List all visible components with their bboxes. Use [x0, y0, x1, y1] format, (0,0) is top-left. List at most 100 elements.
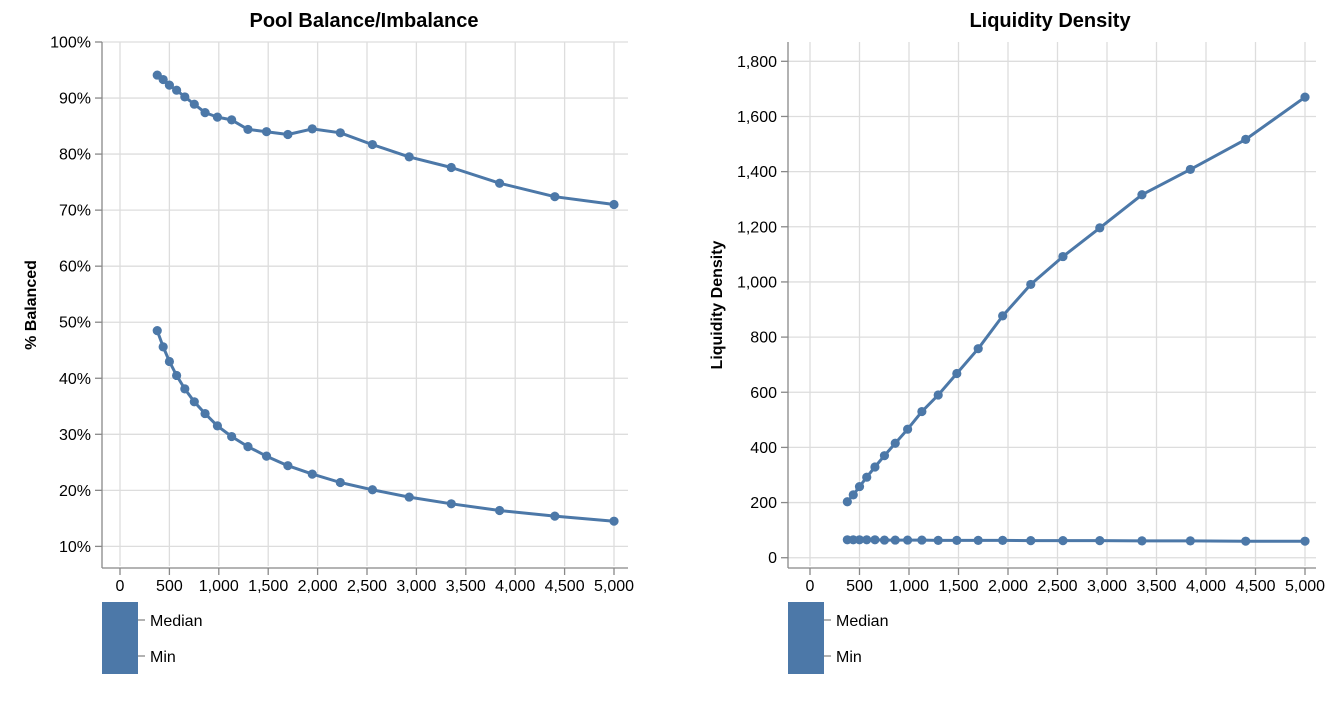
data-point-min [1300, 536, 1310, 546]
data-point-median [404, 152, 414, 162]
y-tick-label: 400 [750, 440, 777, 457]
x-tick-label: 3,000 [1087, 578, 1127, 595]
y-tick-label: 40% [59, 371, 91, 388]
y-tick-label: 20% [59, 483, 91, 500]
y-axis-label: Liquidity Density [709, 240, 726, 369]
x-tick-label: 500 [156, 578, 183, 595]
data-point-min [307, 469, 317, 479]
x-tick-label: 5,000 [594, 578, 634, 595]
data-point-min [172, 370, 182, 381]
x-tick-label: 1,500 [938, 578, 978, 595]
x-tick-label: 500 [846, 578, 873, 595]
data-point-min [903, 535, 913, 545]
data-point-median [1185, 164, 1195, 175]
pool-balance-chart: Pool Balance/Imbalance % Balanced 0 500 1,… [23, 10, 634, 674]
data-point-median [180, 92, 190, 102]
data-point-median [283, 129, 293, 140]
data-point-min [200, 408, 210, 419]
data-point-min [335, 477, 345, 488]
y-tick-label: 30% [59, 427, 91, 444]
data-point-median [307, 124, 317, 134]
data-point-min [998, 535, 1008, 545]
series-line-median [846, 95, 1306, 503]
data-point-median [335, 128, 345, 138]
data-point-min [933, 535, 943, 545]
data-point-median [550, 192, 560, 202]
data-point-min [152, 326, 162, 336]
data-point-min [890, 535, 900, 545]
x-tick-label: 2,000 [298, 578, 338, 595]
data-point-min [1026, 536, 1036, 546]
data-point-median [609, 199, 619, 210]
chart-title: Liquidity Density [969, 10, 1131, 32]
data-point-min [446, 499, 456, 509]
data-point-median [367, 139, 378, 150]
y-tick-label: 1,800 [737, 54, 777, 71]
x-tick-label: 0 [116, 578, 125, 595]
data-point-median [1300, 92, 1310, 102]
legend: Median Min [788, 602, 888, 674]
data-point-median [200, 108, 210, 118]
series-layer [152, 70, 619, 526]
data-point-min [494, 505, 505, 516]
series-line-min [847, 538, 1305, 543]
data-point-min [879, 535, 890, 545]
y-tick-label: 800 [750, 330, 777, 347]
x-tick-label: 4,500 [545, 578, 585, 595]
data-point-min [189, 397, 199, 407]
x-tick-label: 1,500 [248, 578, 288, 595]
data-point-min [283, 461, 293, 471]
data-point-median [973, 344, 983, 354]
data-point-median [227, 115, 237, 125]
y-tick-label: 100% [50, 35, 91, 52]
data-point-median [870, 462, 880, 472]
x-tick-label: 1,000 [889, 578, 929, 595]
y-tick-label: 1,600 [737, 109, 777, 126]
data-point-median [998, 311, 1008, 321]
data-point-median [854, 481, 865, 492]
data-point-min [1185, 536, 1195, 546]
data-point-min [973, 535, 983, 545]
x-tick-label: 4,500 [1235, 578, 1275, 595]
data-point-median [1137, 190, 1147, 200]
x-tick-label: 3,500 [1136, 578, 1176, 595]
chart-title: Pool Balance/Imbalance [250, 10, 479, 32]
legend-entry-median: Median [836, 613, 888, 630]
data-point-median [848, 490, 858, 500]
legend-swatch [788, 602, 824, 674]
x-tick-label: 3,500 [446, 578, 486, 595]
data-point-min [952, 535, 962, 545]
y-tick-label: 70% [59, 203, 91, 220]
legend: Median Min [102, 602, 202, 674]
data-point-median [1241, 134, 1251, 144]
data-point-median [189, 99, 199, 109]
data-point-median [494, 178, 505, 188]
data-point-median [1095, 223, 1105, 233]
x-tick-label: 2,500 [1037, 578, 1077, 595]
data-point-min [261, 451, 272, 461]
y-tick-label: 10% [59, 539, 91, 556]
data-point-min [164, 356, 174, 367]
legend-entry-min: Min [150, 649, 176, 666]
x-tick-label: 4,000 [495, 578, 535, 595]
data-point-min [862, 535, 872, 545]
data-point-min [404, 492, 414, 502]
data-point-min [158, 342, 168, 352]
data-point-min [227, 431, 237, 442]
data-point-min [1241, 536, 1251, 546]
data-point-median [243, 124, 253, 135]
legend-entry-median: Median [150, 613, 202, 630]
y-tick-label: 1,000 [737, 274, 777, 291]
data-point-median [164, 80, 174, 90]
data-point-min [1137, 536, 1147, 546]
x-tick-label: 5,000 [1285, 578, 1325, 595]
data-point-median [933, 390, 943, 400]
liquidity-density-chart: Liquidity Density Liquidity Density 0 500… [709, 10, 1325, 674]
data-point-median [879, 451, 890, 461]
x-tick-label: 1,000 [199, 578, 239, 595]
data-point-median [903, 424, 913, 434]
data-point-min [367, 485, 378, 495]
data-point-min [1095, 536, 1105, 546]
y-tick-label: 60% [59, 259, 91, 276]
